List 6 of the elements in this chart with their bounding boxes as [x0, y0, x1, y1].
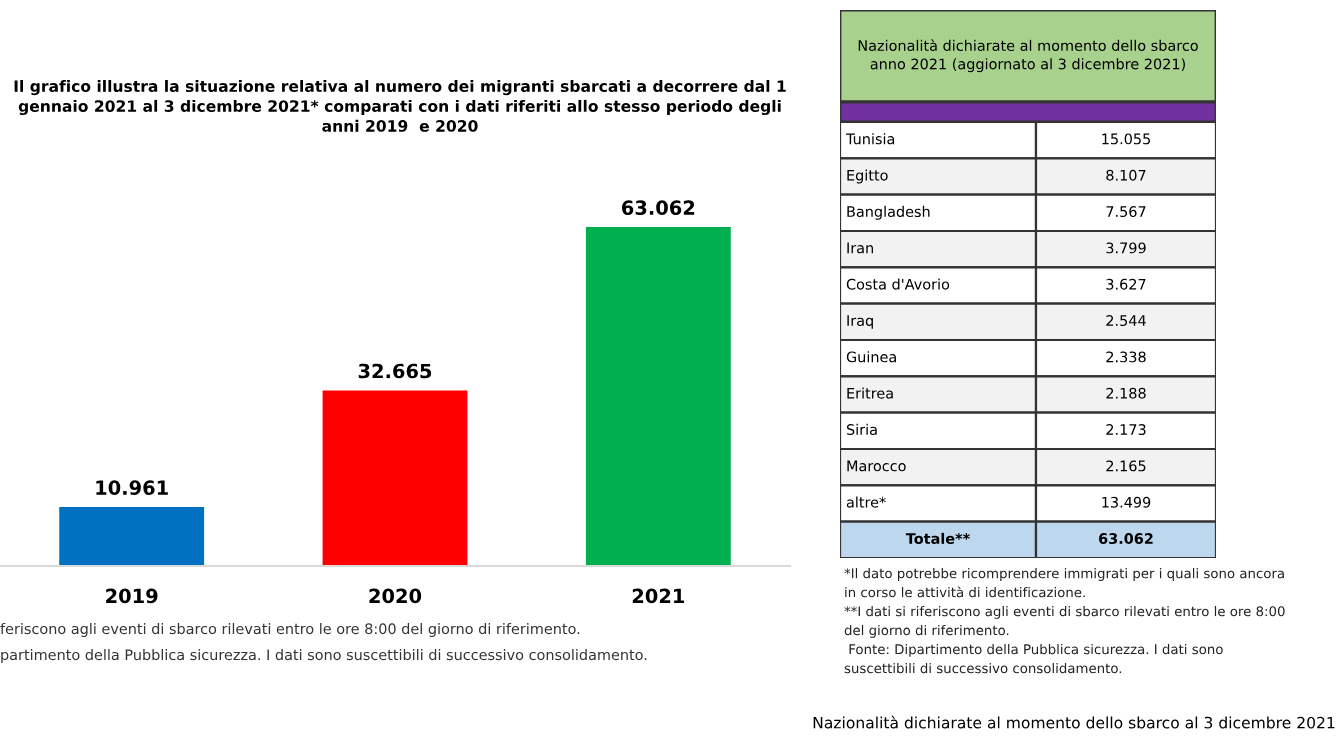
data-label: 10.961 — [96, 480, 168, 495]
x-tick-label: 2021 — [632, 588, 685, 604]
x-tick-label: 2020 — [369, 588, 422, 604]
x-tick-label: 2019 — [106, 588, 158, 604]
data-label: 63.062 — [622, 200, 695, 216]
data-label: 32.665 — [358, 363, 432, 379]
